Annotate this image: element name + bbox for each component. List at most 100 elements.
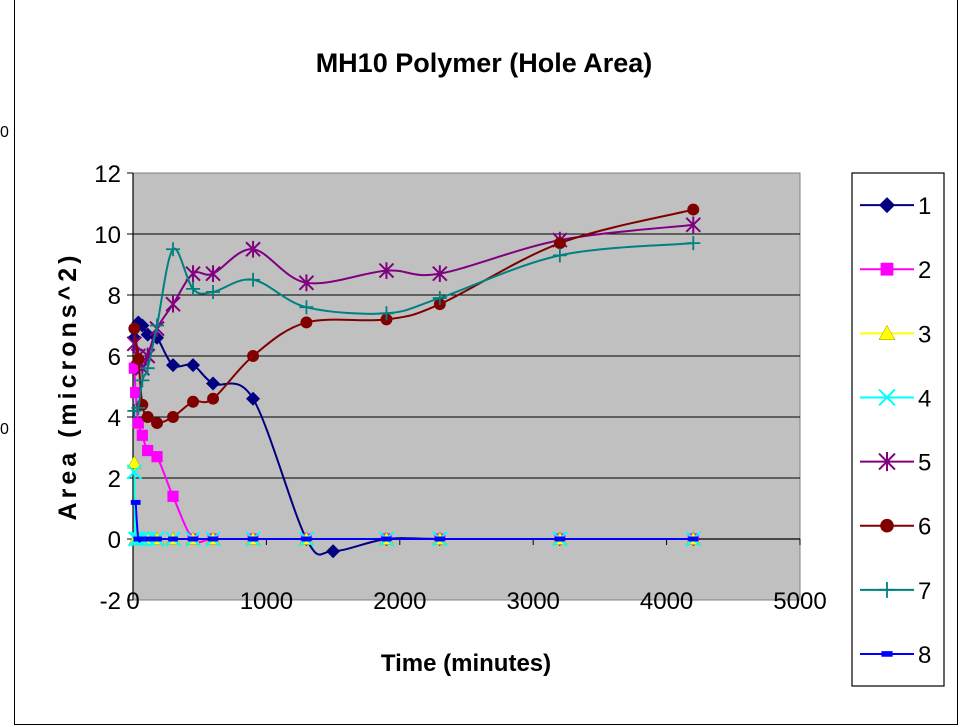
data-point [687, 203, 700, 216]
data-point [130, 387, 142, 399]
data-point [151, 451, 163, 463]
y-tick-label: 0 [108, 527, 121, 554]
data-point [880, 262, 894, 276]
data-point [879, 197, 895, 214]
chart-frame [14, 0, 958, 725]
data-point [128, 322, 141, 335]
data-point [206, 376, 221, 391]
data-point [552, 248, 567, 263]
data-point [881, 651, 893, 657]
y-tick-label: 2 [108, 466, 121, 493]
data-point [140, 361, 155, 376]
legend-label: 8 [918, 642, 931, 669]
data-point [206, 284, 221, 299]
legend-label: 2 [918, 257, 931, 284]
data-point [688, 536, 699, 542]
data-point [187, 395, 199, 408]
chart-title: MH10 Polymer (Hole Area) [316, 48, 653, 78]
data-point [298, 274, 315, 292]
data-point [246, 272, 261, 287]
data-point [432, 291, 447, 306]
data-point [207, 392, 219, 405]
data-point [300, 316, 313, 329]
data-point [141, 411, 154, 423]
y-tick-label: 10 [94, 222, 121, 249]
legend-item-4: 4 [860, 385, 931, 412]
data-point [246, 391, 261, 406]
data-point [878, 451, 896, 472]
legend-item-6: 6 [860, 514, 931, 541]
data-point [166, 358, 181, 373]
legend-item-7: 7 [860, 578, 931, 605]
y-tick-label: 8 [108, 283, 121, 310]
data-point [379, 306, 394, 321]
data-point [326, 544, 341, 559]
data-point [137, 536, 148, 542]
legend-label: 3 [918, 321, 931, 348]
x-tick-label: 1000 [240, 588, 293, 615]
data-point [168, 536, 178, 542]
series-7 [127, 236, 701, 418]
data-point [434, 536, 445, 542]
x-tick-label: 4000 [640, 588, 693, 615]
data-point [879, 581, 895, 598]
data-point [186, 281, 201, 296]
data-point [880, 518, 894, 533]
data-point [150, 318, 165, 333]
data-point [188, 536, 198, 542]
y-axis-label: Area (microns^2) [54, 252, 82, 521]
legend-label: 4 [918, 385, 931, 412]
legend-item-3: 3 [860, 321, 931, 348]
legend-item-8: 8 [860, 642, 931, 669]
legend-item-5: 5 [860, 450, 931, 477]
data-point [167, 411, 179, 423]
data-point [553, 237, 566, 250]
data-point [128, 362, 140, 374]
data-point [208, 536, 218, 542]
data-point [126, 455, 142, 469]
data-point [136, 429, 148, 441]
data-point [245, 240, 261, 258]
legend-label: 7 [918, 578, 931, 605]
data-point [247, 350, 260, 362]
x-axis-label: Time (minutes) [381, 650, 551, 677]
data-point [299, 300, 314, 315]
data-point [685, 216, 701, 234]
data-point [432, 265, 448, 283]
data-point [381, 536, 392, 542]
data-point [132, 353, 145, 365]
data-point [686, 236, 701, 251]
legend-label: 6 [918, 514, 931, 541]
series-8 [130, 499, 699, 543]
data-point [126, 464, 143, 480]
legend-item-1: 1 [860, 193, 931, 220]
series-6 [128, 203, 700, 430]
data-point [248, 536, 258, 542]
data-point [205, 265, 221, 283]
y-tick-label: 6 [108, 344, 121, 371]
data-point [142, 444, 154, 457]
data-point [186, 358, 201, 373]
data-point [378, 262, 395, 279]
legend-label: 5 [918, 450, 931, 477]
data-point [131, 400, 146, 415]
data-point [554, 536, 565, 542]
plot-area [132, 172, 801, 601]
data-point [135, 373, 150, 388]
data-point [167, 490, 179, 502]
clipped-axis-label-lower: 0 [0, 421, 9, 438]
x-tick-label: 2000 [373, 588, 426, 615]
x-tick-label: 0 [126, 588, 139, 615]
data-point [878, 324, 896, 340]
data-point [301, 536, 312, 542]
legend-item-2: 2 [860, 257, 931, 284]
y-tick-label: 4 [108, 405, 121, 432]
data-point [878, 388, 896, 407]
y-tick-label: -2 [100, 588, 121, 615]
data-point [152, 536, 162, 542]
data-point [151, 417, 163, 430]
series-layer [126, 203, 701, 559]
x-tick-label: 3000 [507, 588, 560, 615]
